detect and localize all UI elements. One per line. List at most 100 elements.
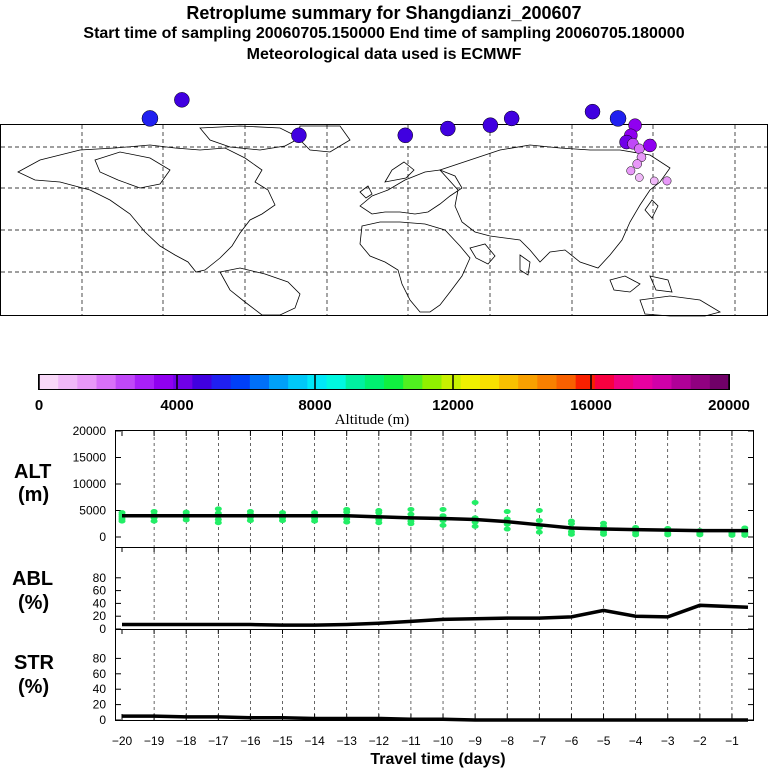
- colorbar-cell: [460, 375, 481, 389]
- alt-point: [279, 510, 287, 516]
- plume-circle: [643, 138, 657, 153]
- colorbar-cell: [403, 375, 423, 389]
- alt-point: [375, 508, 383, 513]
- colorbar-cell: [58, 375, 78, 389]
- plume-circle: [584, 103, 601, 120]
- colorbar-cell: [115, 375, 136, 389]
- colorbar-cell: [173, 375, 193, 389]
- x-tick-label: −19: [144, 734, 165, 748]
- plume-circle: [397, 127, 414, 144]
- alt-y-ticks: 0 5000 10000 15000 20000: [73, 424, 754, 544]
- panel-gridlines: [153, 431, 733, 720]
- alt-point: [503, 526, 511, 532]
- alt-point: [600, 520, 608, 526]
- alt-point: [407, 506, 415, 512]
- alt-point: [311, 510, 319, 516]
- x-axis-ticks: −20 −19 −18 −17 −16 −15 −14 −13 −12 −11 −10 −9 −8 −7 −…: [112, 431, 739, 748]
- colorbar-tick-label: 0: [35, 397, 43, 414]
- y-tick-label: 20: [93, 609, 107, 623]
- colorbar-cell: [441, 375, 462, 389]
- colorbar-cell: [307, 375, 327, 389]
- alt-point: [343, 506, 351, 512]
- colorbar-cell: [575, 375, 596, 389]
- abl-line: [122, 603, 749, 627]
- y-tick-label: 40: [93, 682, 107, 696]
- colorbar-cell: [288, 375, 308, 389]
- colorbar-label: Altitude (m): [335, 412, 410, 428]
- y-tick-label: 20: [93, 698, 107, 712]
- alt-point: [535, 518, 543, 524]
- colorbar-cell: [633, 375, 653, 389]
- colorbar-cell: [326, 375, 347, 389]
- x-tick-label: −15: [272, 734, 293, 748]
- str-line: [122, 714, 748, 722]
- plume-circle: [635, 173, 644, 182]
- colorbar-cell: [518, 375, 538, 389]
- x-tick-label: −4: [629, 734, 643, 748]
- colorbar-tick-label: 16000: [570, 397, 612, 414]
- colorbar-cell: [77, 375, 97, 389]
- colorbar-cell: [39, 375, 59, 389]
- x-tick-label: −13: [337, 734, 358, 748]
- colorbar-cell: [709, 375, 730, 389]
- colorbar-cell: [479, 375, 500, 389]
- x-tick-label: −11: [401, 734, 421, 748]
- colorbar-cell: [230, 375, 251, 389]
- plume-circle: [649, 176, 659, 186]
- y-tick-label: 60: [93, 667, 107, 681]
- plume-circle: [174, 92, 190, 108]
- colorbar-cell: [269, 375, 289, 389]
- x-tick-label: −18: [176, 734, 197, 748]
- colorbar-cell: [154, 375, 174, 389]
- plume-circle: [634, 143, 645, 155]
- y-tick-label: 15000: [73, 451, 107, 465]
- plume-circle: [482, 117, 499, 133]
- x-tick-label: −8: [500, 734, 514, 748]
- colorbar-cell: [614, 375, 634, 389]
- colorbar-cell: [594, 375, 615, 389]
- y-tick-label: 80: [93, 571, 107, 585]
- plume-circle: [141, 110, 159, 127]
- plume-markers: [141, 92, 672, 186]
- x-tick-label: −20: [112, 734, 133, 748]
- x-tick-label: −1: [725, 734, 739, 748]
- colorbar-cell: [192, 375, 212, 389]
- alt-point: [439, 506, 447, 512]
- colorbar-tick-label: 4000: [160, 397, 193, 414]
- x-tick-label: −9: [468, 734, 482, 748]
- sampling-time-line: Start time of sampling 20060705.150000 E…: [83, 25, 685, 42]
- colorbar-tick-label: 8000: [298, 397, 331, 414]
- alt-point: [214, 506, 222, 512]
- plume-circle: [291, 127, 307, 144]
- alt-point: [471, 500, 479, 506]
- alt-point: [567, 529, 575, 535]
- y-tick-label: 10000: [73, 477, 107, 491]
- colorbar-cell: [690, 375, 711, 389]
- alt-label: ALT (m): [14, 461, 51, 506]
- colorbar-cell: [211, 375, 232, 389]
- plume-circle: [662, 176, 672, 186]
- abl-label: ABL (%): [12, 568, 53, 614]
- alt-point: [567, 518, 575, 524]
- x-tick-label: −14: [304, 734, 325, 748]
- colorbar-cell: [96, 375, 117, 389]
- colorbar-cell: [499, 375, 519, 389]
- x-tick-label: −5: [597, 734, 611, 748]
- x-axis-label: Travel time (days): [370, 751, 505, 768]
- alt-point: [150, 509, 158, 515]
- y-tick-label: 80: [93, 651, 107, 665]
- x-tick-label: −6: [565, 734, 579, 748]
- altitude-colorbar: 0 4000 8000 12000 16000 20000 Altitude (m): [35, 374, 750, 428]
- plume-circle: [609, 110, 627, 127]
- colorbar-cell: [556, 375, 577, 389]
- colorbar-cell: [652, 375, 672, 389]
- alt-point: [535, 508, 543, 513]
- alt-point: [182, 509, 190, 515]
- x-tick-label: −17: [208, 734, 229, 748]
- plume-circle: [632, 159, 642, 169]
- plume-circle: [626, 166, 636, 176]
- plume-circle: [636, 152, 647, 163]
